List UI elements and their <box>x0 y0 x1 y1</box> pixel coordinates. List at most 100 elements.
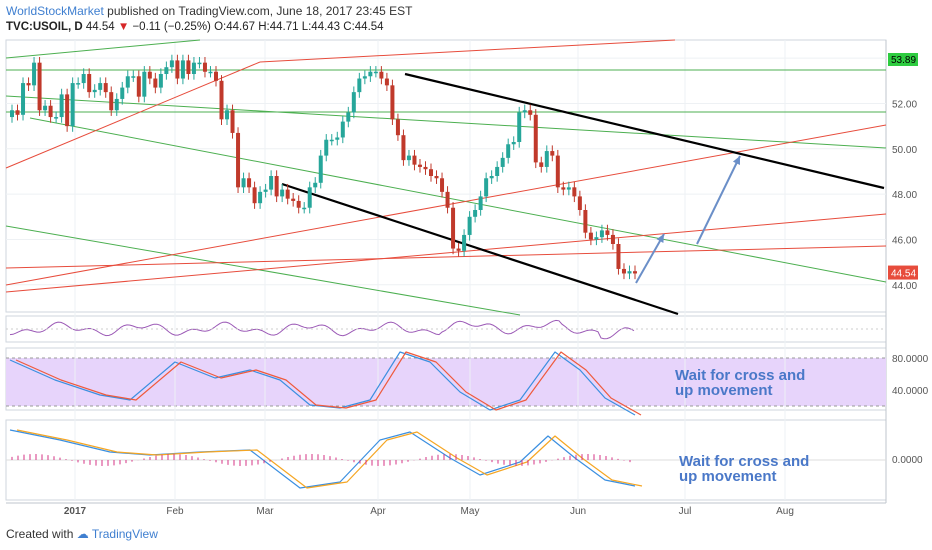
y-tick-44.00: 44.00 <box>892 281 917 292</box>
down-triangle-icon: ▼ <box>117 21 130 33</box>
indicators <box>6 319 886 489</box>
stoch-d-line <box>15 351 642 416</box>
candle-body <box>583 210 588 233</box>
publish-info: published on TradingView.com, June 18, 2… <box>103 4 413 18</box>
candle-body <box>197 62 202 65</box>
price-change: −0.11 (−0.25%) <box>132 21 211 33</box>
candle-body <box>98 83 103 90</box>
candle-body <box>539 162 544 167</box>
candle-body <box>103 83 108 93</box>
candle-body <box>318 155 323 183</box>
x-tick-May: May <box>461 506 480 517</box>
candle-body <box>544 151 549 167</box>
candle-body <box>263 189 268 192</box>
candle-body <box>533 114 538 163</box>
candle-body <box>54 117 59 119</box>
candles <box>10 54 637 280</box>
candle-body <box>362 76 367 79</box>
green-line-3 <box>5 95 887 149</box>
candle-body <box>125 76 130 88</box>
candle-body <box>351 92 356 113</box>
candle-body <box>313 182 318 188</box>
candle-body <box>594 237 599 240</box>
candle-body <box>59 94 64 118</box>
candle-body <box>230 110 235 133</box>
candle-body <box>114 98 119 111</box>
candle-body <box>616 244 621 269</box>
candle-body <box>423 166 428 170</box>
candle-body <box>395 119 400 136</box>
red-line-1 <box>259 39 676 63</box>
stoch-annotation: Wait for cross and up movement <box>675 368 805 398</box>
candle-body <box>241 178 246 188</box>
axes: 2017 Feb Mar Apr May Jun Jul Aug 44.00 46.00 48.00… <box>64 53 929 517</box>
candle-body <box>412 155 417 165</box>
projection-arrow-long <box>696 155 741 245</box>
x-tick-Apr: Apr <box>370 506 386 517</box>
candle-body <box>577 196 582 210</box>
close-price: C:44.54 <box>343 21 384 33</box>
last-price-label: 44.54 <box>891 269 916 280</box>
candle-body <box>605 230 610 235</box>
candle-body <box>291 198 296 201</box>
candle-body <box>92 89 97 93</box>
candle-body <box>379 71 384 79</box>
y-tick-46.00: 46.00 <box>892 235 917 246</box>
candle-body <box>26 83 31 86</box>
candle-body <box>440 178 445 192</box>
symbol-quote-line: TVC:USOIL, D 44.54 ▼ −0.11 (−0.25%) O:44… <box>6 21 384 33</box>
candle-body <box>335 137 340 140</box>
red-line-3 <box>5 213 887 293</box>
candle-body <box>131 76 136 78</box>
candle-body <box>296 200 301 208</box>
candle-body <box>247 178 252 188</box>
candle-body <box>136 76 141 97</box>
publisher-name[interactable]: WorldStockMarket <box>6 4 104 18</box>
candle-body <box>208 71 213 74</box>
drawing-lines <box>5 39 887 316</box>
tradingview-brand[interactable]: TradingView <box>91 527 158 541</box>
candle-body <box>610 234 615 244</box>
candle-body <box>329 139 334 142</box>
tradingview-logo-icon[interactable]: ☁ <box>76 527 89 541</box>
candle-body <box>175 60 180 79</box>
candle-body <box>484 178 489 197</box>
candle-body <box>340 121 345 138</box>
candle-body <box>368 71 373 77</box>
candle-body <box>566 187 571 190</box>
candle-body <box>213 71 218 81</box>
stoch-band <box>6 358 886 406</box>
candle-body <box>65 94 70 127</box>
last-price-badge <box>888 265 918 280</box>
candle-body <box>285 189 290 199</box>
last-price: 44.54 <box>85 21 115 33</box>
candle-body <box>599 230 604 238</box>
y-tick-50.00: 50.00 <box>892 145 917 156</box>
candle-body <box>500 157 505 167</box>
candle-body <box>48 105 53 118</box>
candle-body <box>191 62 196 74</box>
candle-body <box>280 189 285 197</box>
candle-body <box>406 155 411 161</box>
footer: Created with ☁ TradingView <box>6 527 158 541</box>
candle-body <box>506 144 511 158</box>
candle-body <box>633 271 637 274</box>
candle-body <box>169 60 174 68</box>
candle-body <box>462 234 467 251</box>
candle-body <box>528 110 533 115</box>
candle-body <box>517 112 522 142</box>
candle-body <box>32 62 37 86</box>
stoch-label-80: 80.0000 <box>892 354 929 365</box>
candle-body <box>445 191 450 208</box>
stoch-annotation-line-2: up movement <box>675 382 773 399</box>
y-tick-48.00: 48.00 <box>892 190 917 201</box>
candle-body <box>561 187 566 190</box>
candle-body <box>390 85 395 120</box>
symbol-label[interactable]: TVC:USOIL, D <box>6 21 83 33</box>
top-price-label: 53.89 <box>891 55 916 66</box>
y-tick-52.00: 52.00 <box>892 99 917 110</box>
green-line-4 <box>29 117 887 283</box>
x-tick-2017: 2017 <box>64 506 87 517</box>
candle-body <box>401 135 406 161</box>
